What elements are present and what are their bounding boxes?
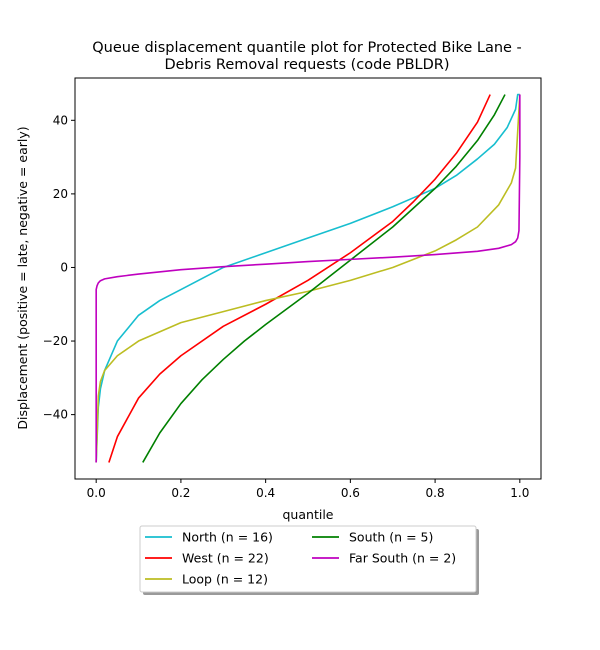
y-tick-label: 0 [60,260,68,274]
chart-title-line-1: Queue displacement quantile plot for Pro… [92,40,522,56]
legend: North (n = 16) West (n = 22) Loop (n = 12)… [139,525,479,595]
y-axis-label: Displacement (positive = late, negative … [15,126,30,429]
series-line-0 [95,93,520,463]
series-line-2 [95,94,521,463]
x-tick-label: 0.8 [426,486,445,500]
x-axis-label: quantile [283,507,334,522]
legend-label-3: South (n = 5) [349,530,433,545]
x-tick-label: 0.6 [341,486,360,500]
x-tick-label: 0.2 [171,486,190,500]
x-axis-ticks: 0.0 0.2 0.4 0.6 0.8 1.0 [87,479,529,500]
y-tick-label: −20 [43,334,68,348]
series-line-1 [108,94,491,463]
legend-label-4: Far South (n = 2) [349,551,456,566]
y-axis-ticks: −40 −20 0 20 40 [43,113,75,422]
chart-title-line-2: Debris Removal requests (code PBLDR) [164,57,449,73]
legend-label-0: North (n = 16) [182,530,273,545]
legend-label-2: Loop (n = 12) [182,572,268,587]
series-line-4 [95,94,521,463]
y-tick-label: −40 [43,408,68,422]
legend-label-1: West (n = 22) [182,551,269,566]
x-tick-label: 1.0 [510,486,529,500]
plot-lines [95,93,521,463]
y-tick-label: 40 [53,113,68,127]
legend-box [139,525,477,593]
x-tick-label: 0.4 [256,486,275,500]
plot-frame [74,77,542,480]
legend-entries: North (n = 16) West (n = 22) Loop (n = 12)… [145,530,456,587]
y-tick-label: 20 [53,187,68,201]
series-line-3 [142,94,506,463]
x-tick-label: 0.0 [87,486,106,500]
